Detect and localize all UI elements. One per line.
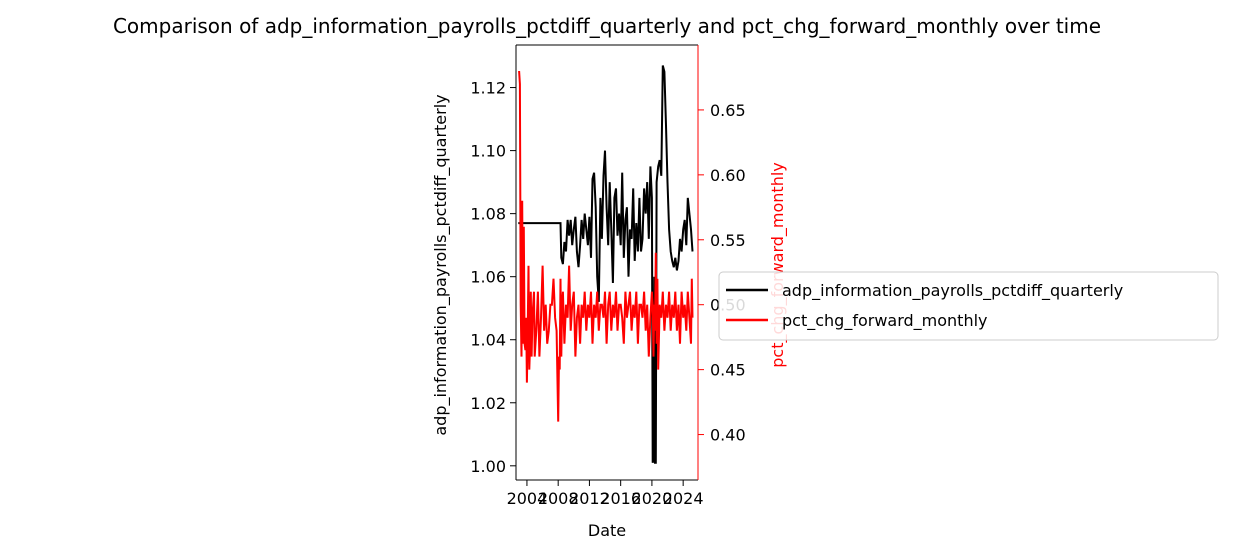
x-tick-label: 2008 (538, 489, 579, 508)
y-axis-left-ticks: 1.00 1.02 1.04 1.06 1.08 1.10 1.12 (470, 79, 516, 476)
series-right-group (518, 70, 694, 422)
chart-title: Comparison of adp_information_payrolls_p… (113, 14, 1101, 38)
y-right-tick-label: 0.55 (710, 231, 746, 250)
x-tick-label: 2004 (507, 489, 548, 508)
x-tick-label: 2024 (663, 489, 704, 508)
y-right-tick-label: 0.40 (710, 426, 746, 445)
y-left-tick-label: 1.12 (470, 79, 506, 98)
series-line-adp-information-payrolls-pctdiff-quarterly (518, 65, 694, 464)
y-left-tick-label: 1.10 (470, 142, 506, 161)
x-tick-label: 2012 (569, 489, 610, 508)
x-tick-label: 2016 (600, 489, 641, 508)
y-left-tick-label: 1.06 (470, 268, 506, 287)
y-left-tick-label: 1.02 (470, 394, 506, 413)
y-axis-left-label: adp_information_payrolls_pctdiff_quarter… (431, 94, 451, 435)
legend-label-left-series: adp_information_payrolls_pctdiff_quarter… (782, 281, 1123, 301)
y-right-tick-label: 0.60 (710, 166, 746, 185)
legend-box (718, 271, 1219, 341)
y-right-tick-label: 0.45 (710, 361, 746, 380)
series-line-pct-chg-forward-monthly (518, 70, 694, 422)
y-left-tick-label: 1.00 (470, 457, 506, 476)
x-axis-label: Date (588, 521, 626, 540)
x-tick-label: 2020 (632, 489, 673, 508)
y-left-tick-label: 1.08 (470, 205, 506, 224)
legend: adp_information_payrolls_pctdiff_quarter… (718, 271, 1219, 341)
plot-area (518, 65, 694, 464)
axes-frame (515, 44, 699, 481)
series-left-group (518, 65, 694, 464)
legend-label-right-series: pct_chg_forward_monthly (782, 311, 988, 331)
y-right-tick-label: 0.65 (710, 101, 746, 120)
y-left-tick-label: 1.04 (470, 331, 506, 350)
